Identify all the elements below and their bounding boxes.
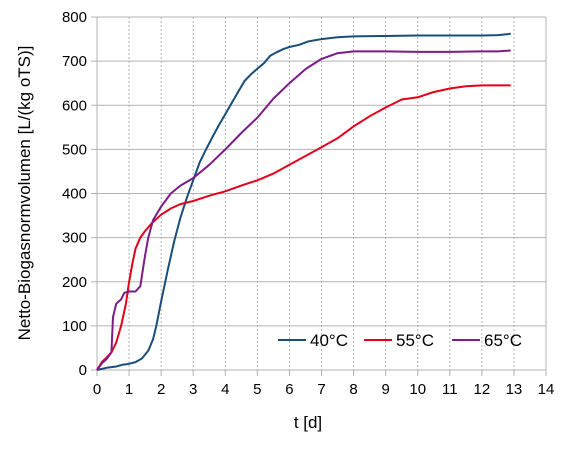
x-tick-label: 11: [442, 381, 458, 398]
x-tick-label: 7: [317, 381, 325, 398]
x-tick-label: 3: [189, 381, 197, 398]
x-tick-label: 4: [221, 381, 229, 398]
y-tick-label: 700: [62, 53, 87, 70]
x-tick-label: 14: [538, 381, 555, 398]
legend-label-0: 40°C: [310, 331, 348, 350]
legend-label-2: 65°C: [484, 331, 522, 350]
series-line-1: [96, 84, 511, 371]
series-line-0: [96, 32, 511, 371]
y-tick-label: 500: [62, 141, 87, 158]
x-tick-label: 2: [157, 381, 165, 398]
x-tick-label: 0: [93, 381, 101, 398]
y-tick-label: 400: [62, 186, 87, 203]
x-tick-label: 6: [285, 381, 293, 398]
tick-labels: 0 1 2 3 4 5 6 7 8 9 10 11 12 13 1401002003004005006007…: [62, 9, 554, 398]
y-tick-label: 100: [62, 318, 87, 335]
y-tick-label: 800: [62, 9, 87, 26]
series-line-2: [96, 49, 511, 371]
series-layer: [96, 32, 511, 371]
x-tick-label: 5: [253, 381, 261, 398]
legend-label-1: 55°C: [396, 331, 434, 350]
y-tick-label: 600: [62, 97, 87, 114]
y-tick-label: 0: [79, 362, 87, 379]
plot-area: [91, 16, 547, 376]
y-tick-label: 300: [62, 230, 87, 247]
x-tick-label: 8: [349, 381, 357, 398]
y-axis-label: Netto-Biogasnormvolumen [L/(kg oTS)]: [15, 46, 34, 341]
y-tick-label: 200: [62, 274, 87, 291]
x-tick-label: 13: [506, 381, 523, 398]
x-tick-label: 10: [409, 381, 426, 398]
legend: 40°C 55°C 65°C: [278, 331, 522, 350]
grid: [97, 16, 546, 371]
x-tick-label: 9: [381, 381, 389, 398]
x-tick-label: 12: [474, 381, 491, 398]
x-axis-label: t [d]: [294, 413, 322, 432]
x-tick-label: 1: [125, 381, 133, 398]
